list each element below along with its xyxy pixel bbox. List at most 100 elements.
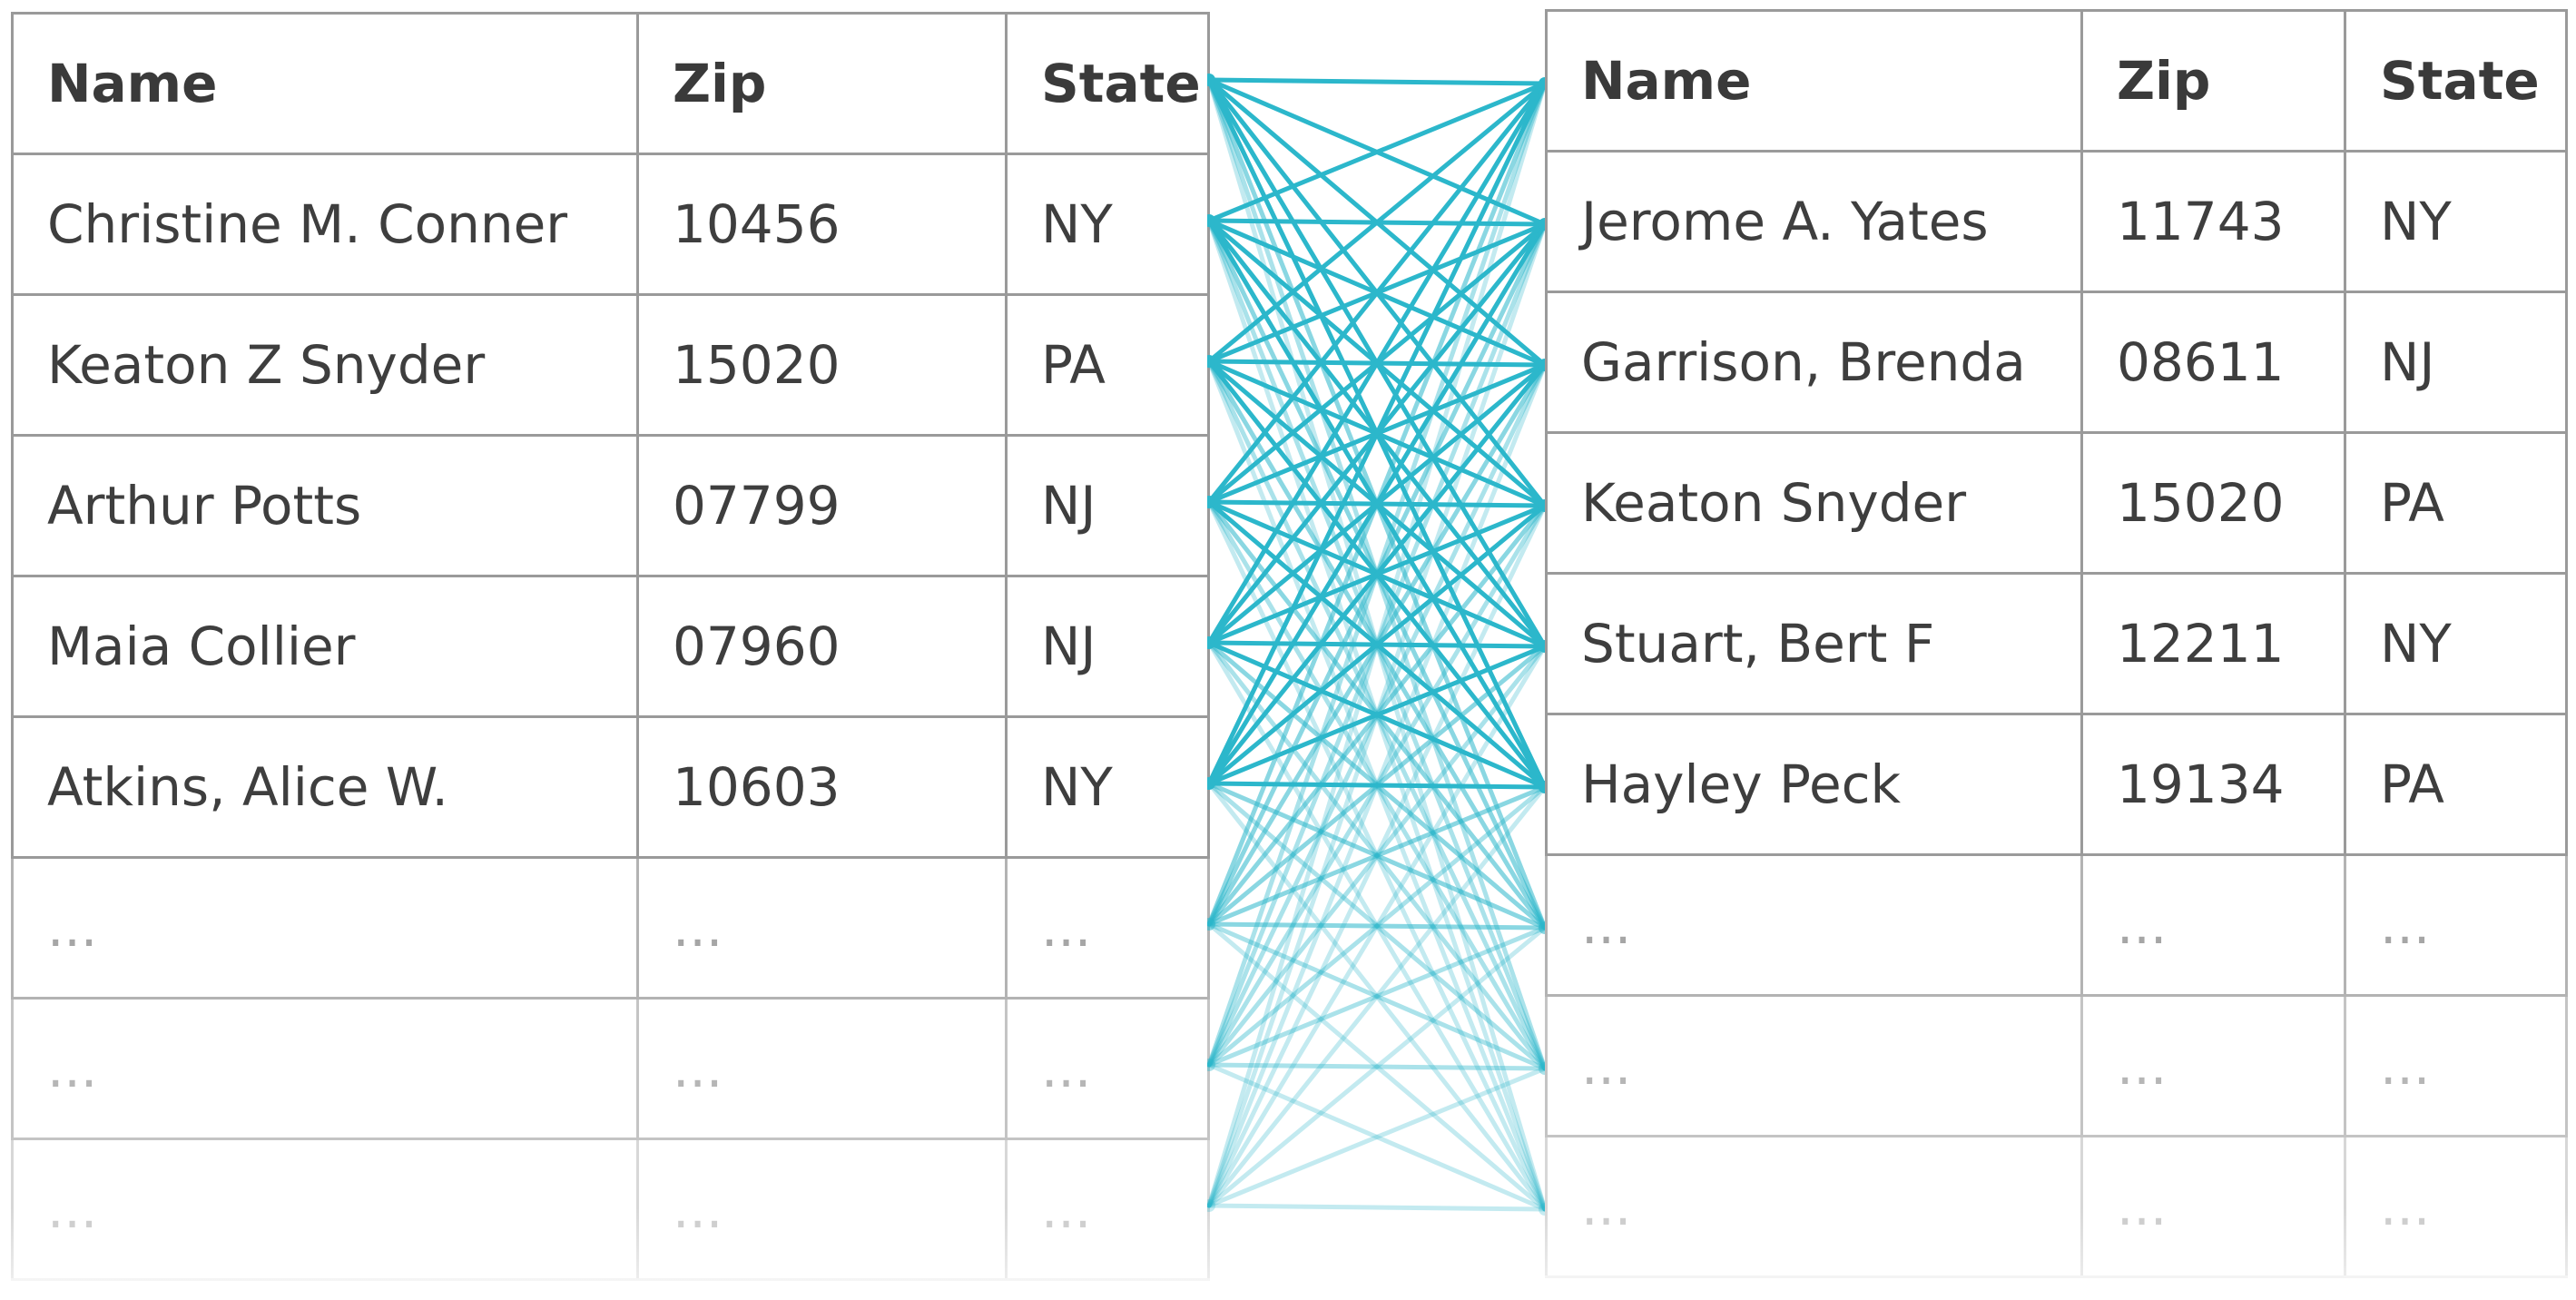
link-line	[1207, 784, 1547, 1208]
ellipsis-cell: ...	[2080, 1135, 2346, 1278]
ellipsis-cell: ...	[2344, 994, 2568, 1138]
table-header-row: Name Zip State	[11, 12, 1210, 155]
table-row: Stuart, Bert F 12211 NY	[1545, 572, 2568, 715]
link-line	[1207, 925, 1547, 1068]
state-cell: PA	[2344, 713, 2568, 856]
link-line	[1207, 77, 1547, 86]
link-line	[1207, 81, 1547, 505]
link-line	[1207, 81, 1547, 786]
table-row: Keaton Z Snyder 15020 PA	[11, 293, 1210, 437]
table-row-placeholder: ... ... ...	[11, 1138, 1210, 1281]
table-row: Jerome A. Yates 11743 NY	[1545, 150, 2568, 293]
link-node	[1539, 218, 1547, 231]
ellipsis-cell: ...	[2344, 1135, 2568, 1278]
link-node	[1539, 640, 1547, 653]
table-row-placeholder: ... ... ...	[11, 997, 1210, 1140]
link-line	[1207, 222, 1547, 1068]
name-cell: Maia Collier	[11, 575, 639, 718]
ellipsis-cell: ...	[11, 997, 639, 1140]
link-node	[1207, 636, 1215, 649]
ellipsis-cell: ...	[636, 1138, 1008, 1281]
ellipsis-cell: ...	[1545, 994, 2083, 1138]
link-line	[1207, 925, 1547, 1208]
name-cell: Keaton Snyder	[1545, 431, 2083, 575]
table-row-placeholder: ... ... ...	[1545, 994, 2568, 1138]
link-node	[1539, 1062, 1547, 1075]
table-row: Maia Collier 07960 NJ	[11, 575, 1210, 718]
state-cell: NJ	[1005, 575, 1210, 718]
column-header-zip: Zip	[636, 12, 1008, 155]
link-line	[1207, 921, 1547, 1212]
record-link-lines	[1207, 74, 1547, 1216]
link-line	[1207, 784, 1547, 1068]
name-cell: Stuart, Bert F	[1545, 572, 2083, 715]
left-table: Name Zip State Christine M. Conner 10456…	[11, 12, 1210, 1281]
table-row: Atkins, Alice W. 10603 NY	[11, 715, 1210, 859]
name-cell: Arthur Potts	[11, 434, 639, 577]
link-line	[1207, 81, 1547, 645]
column-header-state: State	[1005, 12, 1210, 155]
right-table: Name Zip State Jerome A. Yates 11743 NY …	[1545, 9, 2568, 1278]
link-line	[1207, 644, 1547, 1208]
table-row-placeholder: ... ... ...	[11, 856, 1210, 1000]
link-node	[1539, 781, 1547, 793]
name-cell: Hayley Peck	[1545, 713, 2083, 856]
state-cell: NY	[1005, 153, 1210, 296]
state-cell: PA	[1005, 293, 1210, 437]
link-line	[1207, 362, 1547, 1208]
link-line	[1207, 503, 1547, 927]
link-line	[1207, 362, 1547, 1068]
table-row-placeholder: ... ... ...	[1545, 1135, 2568, 1278]
link-line	[1207, 1062, 1547, 1212]
ellipsis-cell: ...	[2080, 853, 2346, 997]
ellipsis-cell: ...	[2080, 994, 2346, 1138]
ellipsis-cell: ...	[1005, 1138, 1210, 1281]
link-node	[1539, 499, 1547, 512]
link-line	[1207, 81, 1547, 927]
ellipsis-cell: ...	[11, 856, 639, 1000]
link-line	[1207, 503, 1547, 1068]
link-line	[1207, 81, 1547, 1068]
ellipsis-cell: ...	[1005, 856, 1210, 1000]
link-line	[1207, 644, 1547, 927]
ellipsis-cell: ...	[2344, 853, 2568, 997]
table-row: Hayley Peck 19134 PA	[1545, 713, 2568, 856]
zip-cell: 08611	[2080, 291, 2346, 434]
link-line	[1207, 81, 1547, 223]
link-line	[1207, 1066, 1547, 1208]
link-node	[1207, 496, 1215, 508]
link-line	[1207, 1062, 1547, 1071]
column-header-state: State	[2344, 9, 2568, 153]
zip-cell: 12211	[2080, 572, 2346, 715]
zip-cell: 15020	[636, 293, 1008, 437]
link-node	[1539, 921, 1547, 934]
table-row-placeholder: ... ... ...	[1545, 853, 2568, 997]
link-node	[1207, 214, 1215, 227]
link-line	[1207, 503, 1547, 1208]
link-line	[1207, 644, 1547, 1068]
link-line	[1207, 784, 1547, 927]
zip-cell: 11743	[2080, 150, 2346, 293]
name-cell: Keaton Z Snyder	[11, 293, 639, 437]
link-node	[1539, 359, 1547, 371]
name-cell: Jerome A. Yates	[1545, 150, 2083, 293]
state-cell: NY	[2344, 572, 2568, 715]
state-cell: NY	[1005, 715, 1210, 859]
zip-cell: 15020	[2080, 431, 2346, 575]
table-row: Keaton Snyder 15020 PA	[1545, 431, 2568, 575]
ellipsis-cell: ...	[11, 1138, 639, 1281]
link-node	[1207, 918, 1215, 931]
table-header-row: Name Zip State	[1545, 9, 2568, 153]
link-line	[1207, 1203, 1547, 1212]
table-row: Garrison, Brenda 08611 NJ	[1545, 291, 2568, 434]
state-cell: PA	[2344, 431, 2568, 575]
name-cell: Christine M. Conner	[11, 153, 639, 296]
link-node	[1207, 1059, 1215, 1071]
column-header-name: Name	[1545, 9, 2083, 153]
link-line	[1207, 81, 1547, 1208]
state-cell: NJ	[2344, 291, 2568, 434]
column-header-name: Name	[11, 12, 639, 155]
column-header-zip: Zip	[2080, 9, 2346, 153]
ellipsis-cell: ...	[1545, 853, 2083, 997]
state-cell: NJ	[1005, 434, 1210, 577]
